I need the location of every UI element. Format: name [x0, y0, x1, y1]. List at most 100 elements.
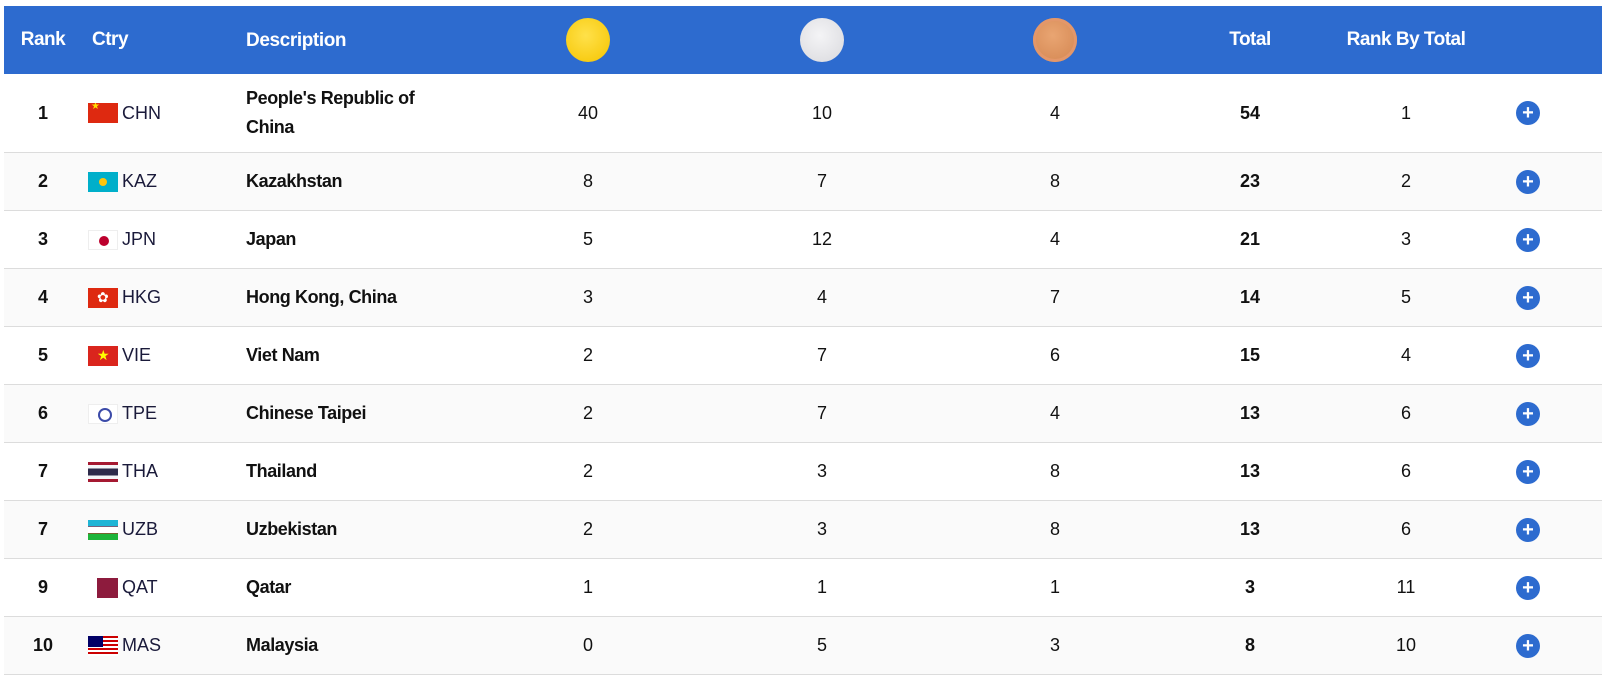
table-row: 1 CHN People's Republic of China 40 10 4…	[4, 74, 1602, 153]
silver-count: 3	[816, 461, 827, 481]
gold-count: 2	[582, 403, 593, 423]
country-name: Japan	[246, 229, 297, 249]
silver-count: 5	[816, 635, 827, 655]
country-code: VIE	[122, 345, 152, 365]
country-code: UZB	[122, 519, 158, 539]
bronze-count: 4	[1049, 229, 1060, 249]
bronze-count: 8	[1049, 519, 1060, 539]
country-name: Malaysia	[246, 635, 318, 655]
row-rank: 10	[32, 635, 54, 655]
country-name: Viet Nam	[246, 345, 320, 365]
expand-row-button[interactable]: +	[1516, 401, 1540, 426]
bronze-count: 4	[1049, 102, 1060, 123]
plus-icon: +	[1516, 285, 1540, 310]
silver-count: 12	[811, 229, 833, 249]
plus-icon: +	[1516, 401, 1540, 426]
table-body: 1 CHN People's Republic of China 40 10 4…	[4, 74, 1602, 675]
bronze-count: 7	[1049, 287, 1060, 307]
gold-count: 2	[582, 461, 593, 481]
rank-by-total: 6	[1400, 403, 1411, 423]
country-code: QAT	[122, 577, 158, 597]
flag-icon	[88, 577, 118, 598]
silver-count: 7	[816, 345, 827, 365]
rank-by-total: 10	[1395, 635, 1417, 655]
bronze-medal-icon	[1033, 18, 1077, 62]
plus-icon: +	[1516, 101, 1540, 125]
flag-icon	[88, 519, 118, 540]
table-header: Rank Ctry Description Total Rank By Tota…	[4, 6, 1602, 74]
plus-icon: +	[1516, 633, 1540, 658]
expand-row-button[interactable]: +	[1516, 101, 1540, 125]
row-country: HKG	[82, 287, 246, 308]
country-code: KAZ	[122, 171, 158, 191]
bronze-count: 8	[1049, 461, 1060, 481]
total-count: 54	[1239, 102, 1261, 123]
gold-count: 40	[577, 102, 599, 123]
total-count: 13	[1239, 461, 1261, 481]
table-row: 4 HKG Hong Kong, China 3 4 7 14 5 +	[4, 269, 1602, 327]
total-count: 13	[1239, 403, 1261, 423]
plus-icon: +	[1516, 517, 1540, 542]
country-name: Qatar	[246, 577, 292, 597]
row-country: TPE	[82, 403, 246, 424]
country-code: TPE	[122, 403, 158, 423]
rank-by-total: 6	[1400, 519, 1411, 539]
rank-by-total: 2	[1400, 171, 1411, 191]
table-row: 10 MAS Malaysia 0 5 3 8 10 +	[4, 617, 1602, 675]
expand-row-button[interactable]: +	[1516, 633, 1540, 658]
country-name: Thailand	[246, 461, 317, 481]
total-count: 13	[1239, 519, 1261, 539]
silver-count: 1	[816, 577, 827, 597]
expand-row-button[interactable]: +	[1516, 227, 1540, 252]
flag-icon	[88, 345, 118, 366]
expand-row-button[interactable]: +	[1516, 459, 1540, 484]
row-country: THA	[82, 461, 246, 482]
header-rank: Rank	[20, 29, 66, 50]
total-count: 8	[1244, 635, 1255, 655]
rank-by-total: 11	[1396, 577, 1416, 597]
expand-row-button[interactable]: +	[1516, 169, 1540, 194]
total-count: 15	[1239, 345, 1261, 365]
total-count: 21	[1239, 229, 1261, 249]
table-row: 2 KAZ Kazakhstan 8 7 8 23 2 +	[4, 153, 1602, 211]
plus-icon: +	[1516, 343, 1540, 368]
header-rank-by-total: Rank By Total	[1346, 29, 1466, 50]
table-row: 7 UZB Uzbekistan 2 3 8 13 6 +	[4, 501, 1602, 559]
gold-count: 3	[582, 287, 593, 307]
expand-row-button[interactable]: +	[1516, 343, 1540, 368]
row-rank: 1	[37, 102, 48, 123]
gold-count: 1	[582, 577, 593, 597]
expand-row-button[interactable]: +	[1516, 517, 1540, 542]
row-rank: 5	[37, 345, 48, 365]
rank-by-total: 1	[1400, 102, 1411, 123]
silver-count: 3	[816, 519, 827, 539]
expand-row-button[interactable]: +	[1516, 575, 1540, 600]
expand-row-button[interactable]: +	[1516, 285, 1540, 310]
country-name: Kazakhstan	[246, 171, 343, 191]
row-rank: 7	[37, 519, 48, 539]
rank-by-total: 3	[1400, 229, 1411, 249]
country-code: THA	[122, 461, 158, 481]
country-name: People's Republic of China	[246, 88, 415, 137]
flag-icon	[88, 171, 118, 192]
table-row: 3 JPN Japan 5 12 4 21 3 +	[4, 211, 1602, 269]
table-row: 9 QAT Qatar 1 1 1 3 11 +	[4, 559, 1602, 617]
bronze-count: 8	[1049, 171, 1060, 191]
country-name: Chinese Taipei	[246, 403, 367, 423]
flag-icon	[88, 461, 118, 482]
row-rank: 3	[37, 229, 48, 249]
total-count: 23	[1239, 171, 1261, 191]
header-total: Total	[1229, 29, 1271, 50]
gold-medal-icon	[566, 18, 610, 62]
silver-count: 7	[816, 403, 827, 423]
silver-medal-icon	[800, 18, 844, 62]
gold-count: 2	[582, 345, 593, 365]
country-code: CHN	[122, 102, 161, 123]
silver-count: 7	[816, 171, 827, 191]
table-row: 6 TPE Chinese Taipei 2 7 4 13 6 +	[4, 385, 1602, 443]
header-ctry: Ctry	[92, 29, 129, 50]
row-country: KAZ	[82, 171, 246, 192]
total-count: 3	[1244, 577, 1255, 597]
gold-count: 8	[582, 171, 593, 191]
table-row: 7 THA Thailand 2 3 8 13 6 +	[4, 443, 1602, 501]
